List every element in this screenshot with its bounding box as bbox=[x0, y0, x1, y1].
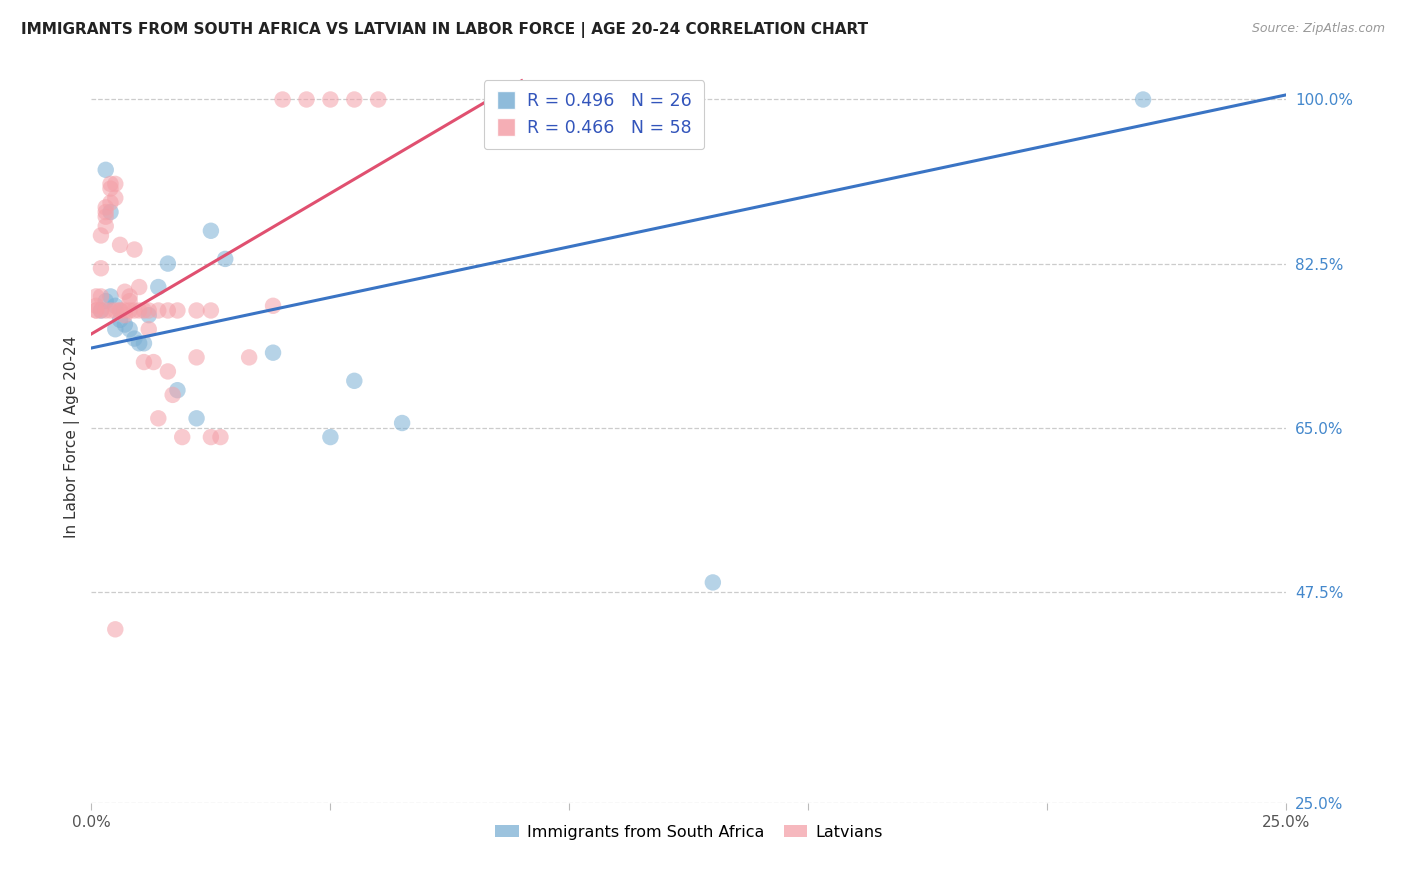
Point bbox=[209, 430, 232, 444]
Point bbox=[90, 261, 112, 276]
Point bbox=[238, 351, 260, 365]
Point bbox=[94, 303, 117, 318]
Point bbox=[166, 383, 188, 397]
Point bbox=[114, 318, 136, 332]
Point bbox=[104, 303, 127, 318]
Point bbox=[124, 243, 146, 257]
Point bbox=[94, 205, 117, 219]
Point bbox=[186, 303, 208, 318]
Point bbox=[94, 162, 117, 177]
Point bbox=[156, 257, 179, 271]
Point bbox=[702, 575, 724, 590]
Point bbox=[200, 303, 222, 318]
Point bbox=[148, 280, 170, 294]
Point bbox=[114, 285, 136, 299]
Point bbox=[104, 191, 127, 205]
Point bbox=[100, 205, 122, 219]
Point bbox=[132, 303, 155, 318]
Point bbox=[138, 308, 160, 322]
Point bbox=[104, 623, 127, 637]
Point bbox=[90, 303, 112, 318]
Point bbox=[200, 430, 222, 444]
Point bbox=[156, 364, 179, 378]
Point bbox=[156, 303, 179, 318]
Y-axis label: In Labor Force | Age 20-24: In Labor Force | Age 20-24 bbox=[65, 336, 80, 538]
Point bbox=[108, 303, 131, 318]
Point bbox=[94, 200, 117, 214]
Point bbox=[118, 322, 141, 336]
Point bbox=[124, 332, 146, 346]
Point bbox=[138, 303, 160, 318]
Legend: Immigrants from South Africa, Latvians: Immigrants from South Africa, Latvians bbox=[489, 818, 889, 846]
Point bbox=[114, 308, 136, 322]
Point bbox=[84, 299, 107, 313]
Point bbox=[90, 303, 112, 318]
Point bbox=[186, 411, 208, 425]
Point bbox=[114, 303, 136, 318]
Point bbox=[104, 299, 127, 313]
Point bbox=[319, 93, 342, 107]
Point bbox=[128, 336, 150, 351]
Point bbox=[100, 289, 122, 303]
Point bbox=[132, 336, 155, 351]
Point bbox=[319, 430, 342, 444]
Point bbox=[118, 294, 141, 309]
Point bbox=[100, 181, 122, 195]
Point bbox=[148, 411, 170, 425]
Point bbox=[84, 303, 107, 318]
Point bbox=[138, 322, 160, 336]
Point bbox=[214, 252, 236, 266]
Point bbox=[108, 237, 131, 252]
Point bbox=[166, 303, 188, 318]
Point bbox=[108, 313, 131, 327]
Point bbox=[104, 322, 127, 336]
Point bbox=[128, 303, 150, 318]
Text: IMMIGRANTS FROM SOUTH AFRICA VS LATVIAN IN LABOR FORCE | AGE 20-24 CORRELATION C: IMMIGRANTS FROM SOUTH AFRICA VS LATVIAN … bbox=[21, 22, 869, 38]
Point bbox=[100, 177, 122, 191]
Point bbox=[90, 228, 112, 243]
Point bbox=[124, 303, 146, 318]
Point bbox=[148, 303, 170, 318]
Point bbox=[118, 289, 141, 303]
Point bbox=[100, 303, 122, 318]
Point bbox=[132, 355, 155, 369]
Point bbox=[118, 303, 141, 318]
Point bbox=[128, 280, 150, 294]
Point bbox=[84, 289, 107, 303]
Point bbox=[104, 177, 127, 191]
Point bbox=[262, 299, 284, 313]
Point bbox=[94, 294, 117, 309]
Point bbox=[172, 430, 194, 444]
Point bbox=[200, 224, 222, 238]
Point bbox=[271, 93, 294, 107]
Point bbox=[94, 219, 117, 233]
Point bbox=[108, 303, 131, 318]
Point bbox=[295, 93, 318, 107]
Point bbox=[343, 374, 366, 388]
Point bbox=[162, 388, 184, 402]
Point bbox=[367, 93, 389, 107]
Point bbox=[100, 195, 122, 210]
Point bbox=[1132, 93, 1154, 107]
Point bbox=[94, 210, 117, 224]
Point bbox=[142, 355, 165, 369]
Point bbox=[90, 289, 112, 303]
Point bbox=[84, 303, 107, 318]
Point bbox=[391, 416, 413, 430]
Point bbox=[343, 93, 366, 107]
Point bbox=[262, 345, 284, 359]
Text: Source: ZipAtlas.com: Source: ZipAtlas.com bbox=[1251, 22, 1385, 36]
Point bbox=[186, 351, 208, 365]
